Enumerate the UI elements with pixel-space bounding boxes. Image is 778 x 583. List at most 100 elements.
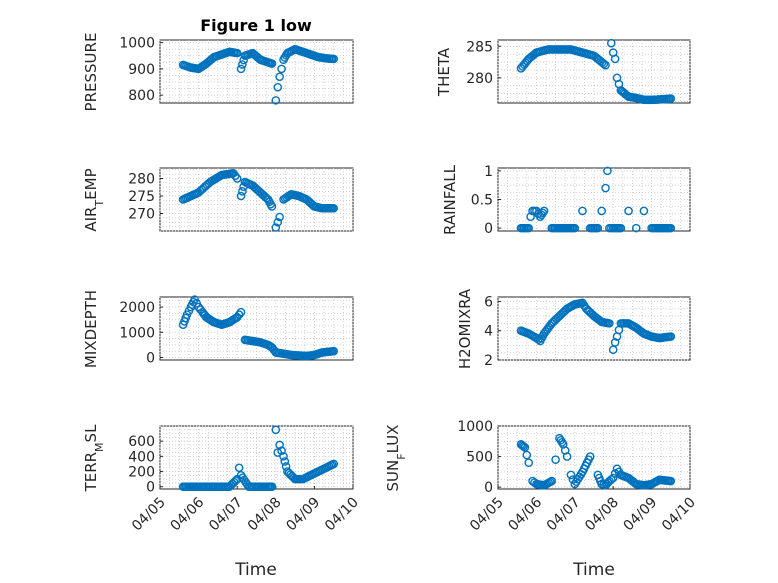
data-point <box>524 223 534 233</box>
x-tick-label: 04/06 <box>168 494 208 534</box>
x-axis-label: Time <box>234 560 277 580</box>
y-tick-label: 6 <box>484 294 493 310</box>
data-point <box>606 38 616 48</box>
x-axis-label: Time <box>572 560 615 580</box>
y-tick-label: 1000 <box>457 419 493 435</box>
x-tick-label: 04/06 <box>505 494 545 534</box>
x-tick-label: 04/10 <box>659 495 699 535</box>
data-point <box>526 212 535 221</box>
y-tick-label: 1 <box>484 164 493 180</box>
y-tick-label: 280 <box>466 71 493 87</box>
x-tick-label: 04/05 <box>129 495 169 535</box>
data-point <box>279 452 288 461</box>
data-point <box>597 206 606 216</box>
data-point <box>519 442 528 451</box>
figure-title: Figure 1 low <box>200 16 312 35</box>
data-point <box>518 441 527 450</box>
data-points <box>178 295 339 361</box>
data-points <box>516 433 676 490</box>
data-point <box>666 223 676 233</box>
data-point <box>232 48 242 58</box>
y-tick-labels: 800 900 1000 <box>119 36 163 104</box>
data-point <box>522 450 532 460</box>
x-tick-label: 04/08 <box>245 495 285 535</box>
data-point <box>236 64 246 74</box>
x-tick-label: 04/09 <box>621 495 661 535</box>
y-tick-label: 270 <box>128 207 155 223</box>
data-points <box>516 298 676 355</box>
data-point <box>232 174 242 183</box>
data-points <box>178 425 339 492</box>
y-tick-label: 2000 <box>119 300 155 316</box>
data-point <box>267 202 277 211</box>
data-point <box>551 455 560 464</box>
panel-pressure: 800 900 1000 PRESSURE <box>82 33 354 111</box>
data-points <box>516 166 676 233</box>
data-point <box>606 475 616 484</box>
y-tick-label: 4 <box>484 324 493 340</box>
panel-theta: 280 285 THETA <box>435 38 691 105</box>
y-tick-labels: 0 1000 2000 <box>119 300 163 366</box>
y-tick-label: 0.5 <box>471 193 493 209</box>
panel-rainfall: 00.51 RAINFALL <box>441 164 691 237</box>
plot-frame <box>497 39 691 104</box>
data-point <box>271 425 281 435</box>
data-point <box>624 206 633 216</box>
x-tick-label: 04/07 <box>544 495 584 535</box>
y-tick-label: 400 <box>128 449 155 465</box>
data-point <box>608 473 618 483</box>
data-point <box>610 338 620 347</box>
y-tick-labels: 280 285 <box>466 39 501 87</box>
y-axis-label: H2OMIXRA <box>456 288 474 369</box>
data-point <box>616 223 626 233</box>
y-axis-label: RAINFALL <box>441 164 459 235</box>
data-point <box>275 212 284 222</box>
y-tick-label: 200 <box>128 465 155 481</box>
y-tick-label: 1000 <box>119 325 155 341</box>
y-tick-label: 2 <box>484 353 493 369</box>
y-tick-label: 1000 <box>119 36 155 52</box>
data-point <box>329 346 339 356</box>
data-point <box>273 217 283 227</box>
data-point <box>329 459 339 469</box>
y-tick-label: 0 <box>484 480 493 496</box>
gridlines <box>497 425 691 489</box>
data-point <box>566 470 576 480</box>
y-axis-label: AIRTEMP <box>82 168 106 231</box>
data-points <box>516 38 676 105</box>
data-point <box>275 72 284 82</box>
data-point <box>280 457 290 466</box>
y-tick-label: 500 <box>466 450 493 466</box>
data-point <box>238 60 247 69</box>
y-axis-label: MIXDEPTH <box>82 290 100 368</box>
data-point <box>238 187 247 196</box>
data-point <box>236 191 246 201</box>
x-tick-label: 04/07 <box>206 495 246 535</box>
data-point <box>277 446 286 455</box>
y-axis-label: SUNFLUX <box>384 425 408 492</box>
data-point <box>605 319 614 328</box>
data-point <box>666 476 676 486</box>
x-tick-label: 04/09 <box>283 495 323 535</box>
data-point <box>578 206 587 216</box>
data-point <box>236 307 246 317</box>
data-point <box>275 440 284 450</box>
data-point <box>639 206 649 216</box>
data-point <box>267 482 277 492</box>
y-tick-label: 280 <box>128 172 155 188</box>
y-tick-label: 0 <box>146 480 155 496</box>
data-point <box>271 223 281 232</box>
data-point <box>234 463 244 473</box>
y-tick-label: 0 <box>146 350 155 366</box>
data-point <box>562 452 572 461</box>
data-point <box>593 223 603 233</box>
data-point <box>520 443 530 452</box>
data-point <box>524 458 534 467</box>
data-point <box>329 203 339 213</box>
